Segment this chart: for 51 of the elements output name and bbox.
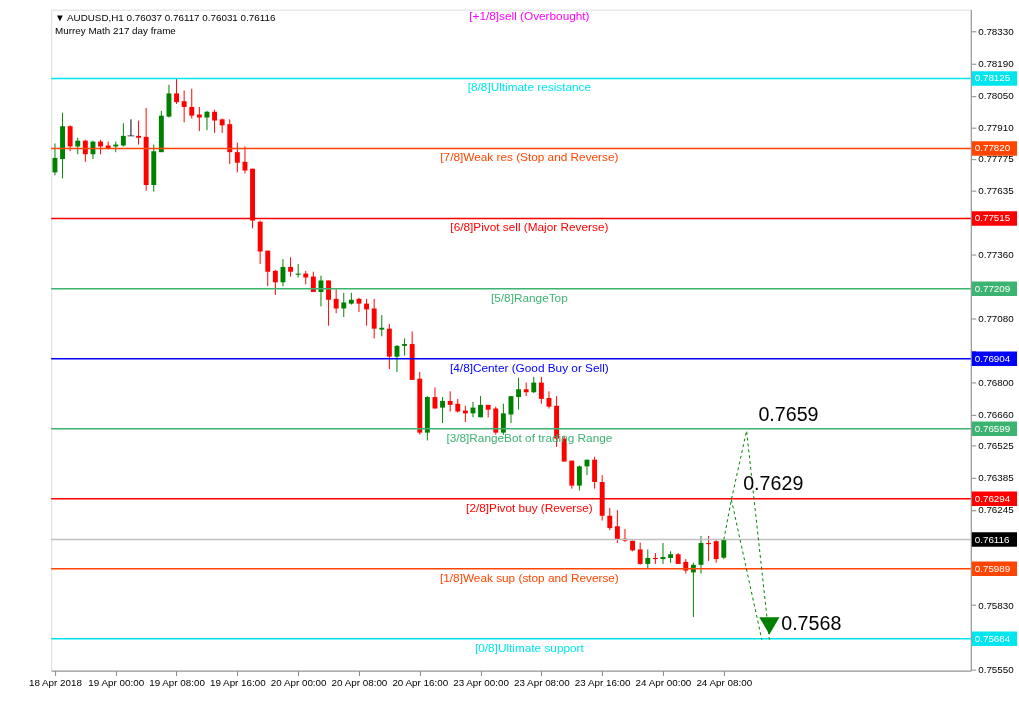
text: 0.76116 bbox=[974, 533, 1011, 545]
ref-line-label: [1/8]Weak sup (stop and Reverse) bbox=[439, 570, 619, 585]
y-tick-label: 0.78330 bbox=[978, 25, 1015, 37]
x-tick-label: 24 Apr 08:00 bbox=[696, 676, 753, 688]
data-label: 0.7629 bbox=[743, 471, 804, 494]
x-tick-label: 19 Apr 00:00 bbox=[88, 676, 145, 688]
text: 0.77209 bbox=[974, 282, 1011, 294]
y-tick-label: 0.75550 bbox=[978, 663, 1015, 675]
x-tick-label: 19 Apr 08:00 bbox=[149, 676, 206, 688]
y-tick-label: 0.76525 bbox=[978, 440, 1015, 452]
ref-line-label: [7/8]Weak res (Stop and Reverse) bbox=[440, 150, 619, 165]
y-tick-label: 0.78190 bbox=[978, 58, 1015, 70]
ref-line-label: [4/8]Center (Good Buy or Sell) bbox=[450, 360, 609, 375]
data-label: 0.7659 bbox=[758, 402, 819, 425]
text: 0.75684 bbox=[974, 632, 1011, 644]
y-tick-label: 0.77775 bbox=[978, 153, 1015, 165]
x-tick-label: 19 Apr 16:00 bbox=[209, 676, 267, 688]
y-tick-label: 0.78050 bbox=[978, 90, 1015, 102]
text: 0.76904 bbox=[974, 352, 1011, 364]
text: 0.76599 bbox=[974, 422, 1011, 434]
text: 0.78125 bbox=[974, 72, 1011, 84]
y-tick-label: 0.76385 bbox=[978, 472, 1015, 484]
ref-line-label: [2/8]Pivot buy (Reverse) bbox=[466, 500, 593, 515]
y-tick-label: 0.76800 bbox=[978, 377, 1015, 389]
ref-line-label: [5/8]RangeTop bbox=[490, 290, 569, 305]
data-label: 0.7568 bbox=[781, 611, 842, 634]
ref-line-label: [6/8]Pivot sell (Major Reverse) bbox=[450, 220, 609, 235]
annotation: [+1/8]sell (Overbought) bbox=[469, 9, 590, 24]
text: 0.75989 bbox=[974, 562, 1011, 574]
y-tick-label: 0.77080 bbox=[978, 312, 1015, 324]
text: Murrey Math 217 day frame bbox=[55, 25, 177, 37]
text: 0.76294 bbox=[974, 492, 1011, 504]
text: 0.77515 bbox=[974, 212, 1011, 224]
y-tick-label: 0.77910 bbox=[978, 122, 1015, 134]
x-tick-label: 24 Apr 00:00 bbox=[635, 676, 692, 688]
x-tick-label: 23 Apr 08:00 bbox=[513, 676, 571, 688]
y-tick-label: 0.76660 bbox=[978, 409, 1015, 421]
y-tick-label: 0.75830 bbox=[978, 599, 1015, 611]
y-tick-label: 0.77360 bbox=[978, 248, 1015, 260]
x-tick-label: 20 Apr 16:00 bbox=[392, 676, 449, 688]
text: 0.77820 bbox=[974, 142, 1011, 154]
ref-line-label: [8/8]Ultimate resistance bbox=[467, 80, 592, 95]
chart-title: ▼ AUDUSD,H1 0.76037 0.76117 0.76031 0.76116 bbox=[55, 12, 276, 24]
y-tick-label: 0.77635 bbox=[978, 185, 1015, 197]
y-tick-label: 0.76245 bbox=[978, 504, 1015, 516]
ref-line-label: [0/8]Ultimate support bbox=[474, 640, 585, 655]
x-tick-label: 18 Apr 2018 bbox=[28, 676, 83, 688]
x-tick-label: 23 Apr 16:00 bbox=[574, 676, 632, 688]
x-tick-label: 23 Apr 00:00 bbox=[453, 676, 510, 688]
x-tick-label: 20 Apr 08:00 bbox=[331, 676, 388, 688]
x-tick-label: 20 Apr 00:00 bbox=[270, 676, 328, 688]
